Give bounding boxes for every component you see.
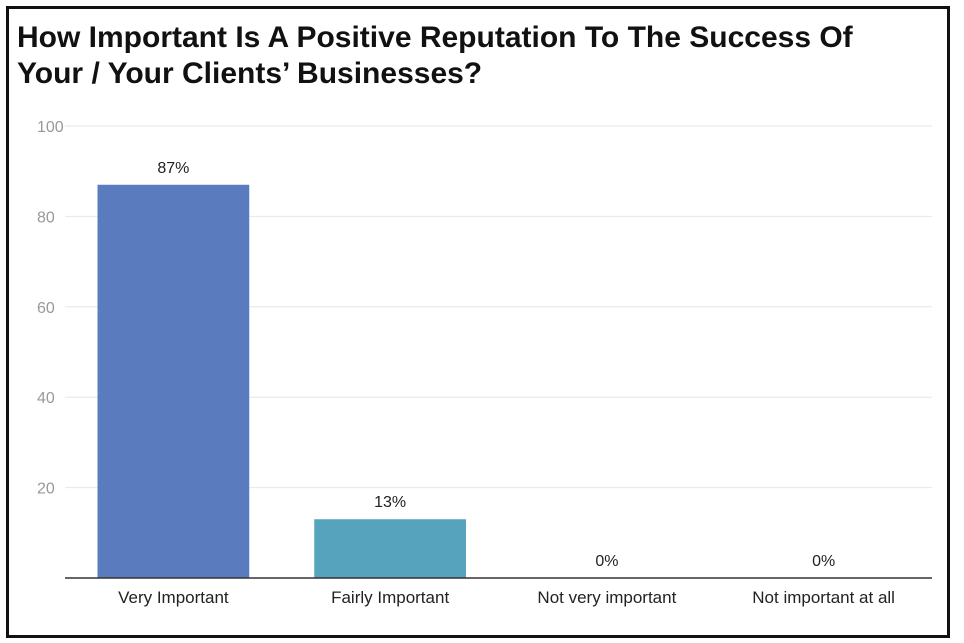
data-labels: 87% 13% 0% 0% — [157, 160, 835, 570]
bar — [97, 184, 250, 578]
y-tick-label: 60 — [37, 300, 55, 317]
x-axis-labels: Very Important Fairly Important Not very i… — [118, 588, 895, 607]
y-tick-label: 40 — [37, 390, 55, 407]
data-label: 87% — [157, 160, 189, 177]
x-tick-label: Fairly Important — [331, 588, 449, 607]
x-tick-label: Very Important — [118, 588, 229, 607]
bar — [314, 519, 466, 578]
data-label: 13% — [374, 494, 406, 511]
data-label: 0% — [812, 553, 835, 570]
x-tick-label: Not very important — [537, 588, 676, 607]
chart-title: How Important Is A Positive Reputation T… — [17, 21, 853, 90]
x-tick-label: Not important at all — [752, 588, 895, 607]
y-axis-ticks: 20 40 60 80 100 — [37, 119, 64, 498]
y-tick-label: 20 — [37, 481, 55, 498]
y-tick-label: 80 — [37, 209, 55, 226]
y-tick-label: 100 — [37, 119, 64, 136]
bars — [97, 184, 466, 578]
data-label: 0% — [595, 553, 618, 570]
